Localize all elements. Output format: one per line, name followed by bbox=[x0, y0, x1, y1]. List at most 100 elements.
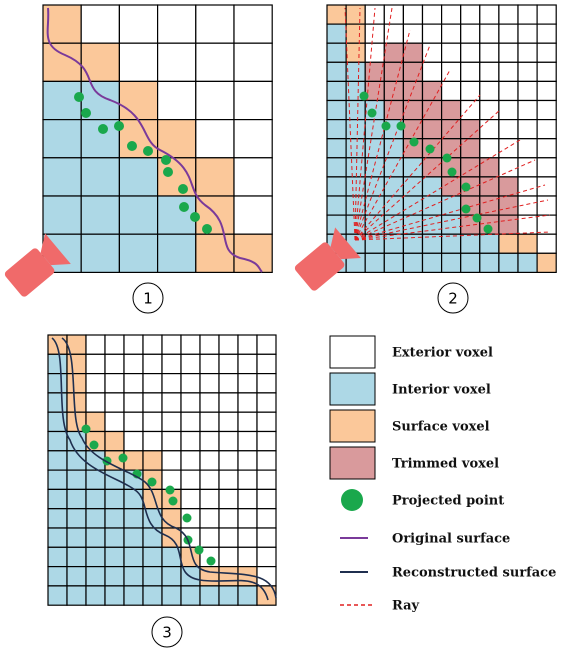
voxel bbox=[85, 585, 106, 606]
voxel bbox=[517, 138, 538, 159]
voxel bbox=[161, 411, 182, 433]
voxel bbox=[180, 585, 201, 606]
voxel bbox=[47, 469, 68, 491]
voxel bbox=[142, 334, 163, 355]
voxel bbox=[233, 233, 273, 273]
projected-point bbox=[381, 121, 391, 131]
voxel bbox=[256, 373, 277, 394]
voxel bbox=[218, 430, 239, 452]
voxel bbox=[517, 233, 538, 254]
voxel bbox=[180, 392, 201, 413]
voxel bbox=[118, 42, 159, 83]
voxel bbox=[195, 118, 235, 159]
voxel bbox=[479, 4, 500, 25]
voxel bbox=[441, 99, 462, 121]
voxel bbox=[47, 334, 68, 355]
voxel bbox=[498, 138, 519, 159]
voxel bbox=[199, 430, 220, 452]
voxel bbox=[218, 488, 239, 510]
voxel bbox=[517, 4, 538, 25]
voxel bbox=[498, 252, 519, 274]
voxel bbox=[199, 450, 220, 471]
voxel bbox=[104, 546, 125, 568]
voxel bbox=[517, 23, 538, 44]
ray bbox=[354, 231, 551, 241]
voxel bbox=[123, 334, 144, 355]
voxel bbox=[123, 373, 144, 394]
voxel bbox=[233, 157, 273, 197]
voxel bbox=[80, 233, 120, 273]
voxel bbox=[161, 508, 182, 529]
voxel bbox=[104, 527, 125, 548]
voxel bbox=[498, 4, 519, 25]
voxel bbox=[256, 450, 277, 471]
voxel bbox=[517, 42, 538, 63]
voxel bbox=[66, 488, 87, 510]
voxel bbox=[161, 392, 182, 413]
voxel bbox=[237, 508, 258, 529]
voxel bbox=[157, 42, 197, 83]
voxel bbox=[199, 508, 220, 529]
voxel bbox=[66, 469, 87, 491]
voxel bbox=[326, 61, 347, 82]
voxel bbox=[364, 233, 385, 254]
projected-point bbox=[425, 144, 435, 154]
voxel bbox=[421, 23, 443, 44]
voxel bbox=[66, 508, 87, 529]
voxel bbox=[142, 585, 163, 606]
voxel bbox=[80, 195, 120, 235]
voxel bbox=[161, 353, 182, 375]
voxel bbox=[402, 176, 424, 197]
projected-point bbox=[98, 124, 108, 134]
voxel bbox=[364, 42, 385, 63]
voxel bbox=[536, 214, 557, 235]
voxel bbox=[218, 373, 239, 394]
legend-label: Reconstructed surface bbox=[392, 566, 556, 581]
voxel bbox=[47, 488, 68, 510]
projected-point bbox=[461, 204, 471, 214]
voxel bbox=[256, 527, 277, 548]
voxel bbox=[256, 334, 277, 355]
voxel bbox=[199, 469, 220, 491]
voxel bbox=[326, 118, 347, 140]
voxel bbox=[364, 176, 385, 197]
voxel bbox=[180, 488, 201, 510]
voxel bbox=[479, 157, 500, 178]
voxel bbox=[536, 80, 557, 102]
voxel bbox=[460, 118, 481, 140]
voxel bbox=[104, 585, 125, 606]
projected-point bbox=[163, 167, 173, 177]
projected-point bbox=[396, 121, 406, 131]
projected-point bbox=[178, 184, 188, 194]
projected-point bbox=[74, 92, 84, 102]
voxel bbox=[142, 527, 163, 548]
voxel bbox=[233, 42, 273, 83]
voxel bbox=[199, 488, 220, 510]
voxel bbox=[218, 334, 239, 355]
projected-point bbox=[447, 167, 457, 177]
voxel bbox=[142, 450, 163, 471]
voxel bbox=[180, 450, 201, 471]
projected-point bbox=[179, 202, 189, 212]
voxel bbox=[441, 252, 462, 274]
projected-point bbox=[483, 224, 493, 234]
voxel bbox=[142, 353, 163, 375]
voxel bbox=[237, 527, 258, 548]
voxel bbox=[498, 176, 519, 197]
voxel bbox=[326, 42, 347, 63]
voxel bbox=[85, 565, 106, 587]
voxel bbox=[47, 353, 68, 375]
voxel bbox=[536, 233, 557, 254]
voxel bbox=[402, 80, 424, 102]
voxel bbox=[104, 565, 125, 587]
voxel bbox=[237, 373, 258, 394]
legend-label: Trimmed voxel bbox=[392, 457, 499, 472]
voxel bbox=[517, 118, 538, 140]
voxel bbox=[402, 99, 424, 121]
voxel bbox=[383, 4, 404, 25]
voxel bbox=[157, 80, 197, 121]
voxel bbox=[47, 373, 68, 394]
legend-swatch bbox=[341, 489, 363, 511]
camera bbox=[4, 233, 71, 297]
